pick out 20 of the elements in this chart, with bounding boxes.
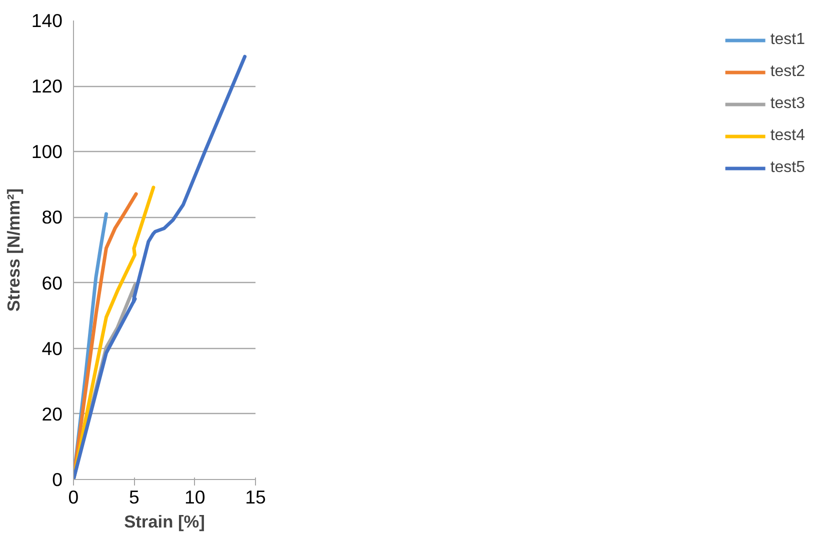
y-tick-label: 40: [42, 338, 63, 359]
x-tick-label: 15: [245, 486, 266, 508]
legend-label: test2: [770, 63, 805, 81]
x-tick-label: 5: [128, 486, 140, 508]
y-tick-label: 80: [42, 206, 63, 228]
x-axis-title: Strain [%]: [124, 512, 205, 532]
x-tick-label: 10: [184, 486, 206, 508]
line-series: [74, 54, 247, 480]
x-tick-label: 0: [68, 486, 79, 508]
y-tick-label: 140: [31, 10, 63, 31]
y-axis-title: Stress [N/mm²]: [3, 188, 24, 312]
legend-label: test4: [770, 127, 805, 145]
legend-label: test5: [770, 159, 805, 177]
y-tick-label: 20: [42, 403, 63, 424]
y-tick-label: 60: [42, 272, 63, 294]
legend-label: test1: [770, 31, 805, 49]
y-tick-label: 0: [52, 469, 63, 490]
legend-label: test3: [770, 95, 805, 113]
y-tick-label: 120: [31, 76, 63, 97]
y-tick-label: 100: [31, 141, 63, 162]
